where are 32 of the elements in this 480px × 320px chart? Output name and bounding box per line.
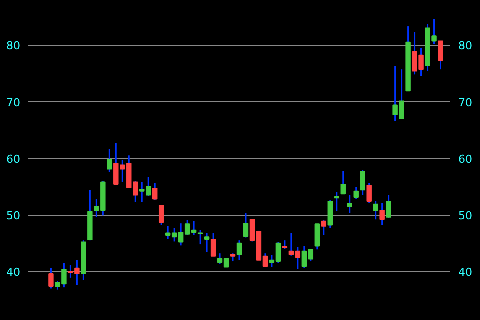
y-tick-label: 50 (6, 210, 21, 223)
candlestick (158, 204, 164, 226)
y2-tick-label: 40 (458, 266, 472, 280)
candlestick (334, 192, 340, 212)
candlestick (314, 223, 320, 250)
y-tick-label: 60 (6, 152, 21, 166)
candlestick (243, 212, 249, 238)
y-tick-label: 80 (6, 40, 21, 53)
candlestick (210, 232, 216, 258)
candlestick (380, 202, 385, 226)
candlestick (340, 170, 346, 195)
candlestick (236, 240, 242, 262)
candlestick (204, 232, 210, 254)
candlestick (48, 268, 54, 290)
candlestick (373, 200, 378, 220)
candlestick (386, 194, 392, 220)
y2-tick-label: 60 (458, 152, 472, 166)
candlestick (328, 200, 333, 229)
candlestick (347, 194, 352, 214)
candlestick (152, 182, 158, 202)
candlestick (438, 40, 444, 70)
y-tick-label: 40 (6, 266, 21, 280)
y2-tick-label: 80 (458, 40, 472, 53)
candlestick (360, 170, 366, 196)
candlestick (107, 148, 112, 173)
y2-tick-label: 70 (458, 96, 472, 110)
candlestick (198, 230, 204, 246)
y2-tick-label: 50 (458, 210, 472, 223)
candlestick (354, 186, 359, 200)
candlestick (366, 182, 372, 204)
candlestick (321, 219, 327, 236)
y-tick-label: 70 (6, 96, 21, 110)
